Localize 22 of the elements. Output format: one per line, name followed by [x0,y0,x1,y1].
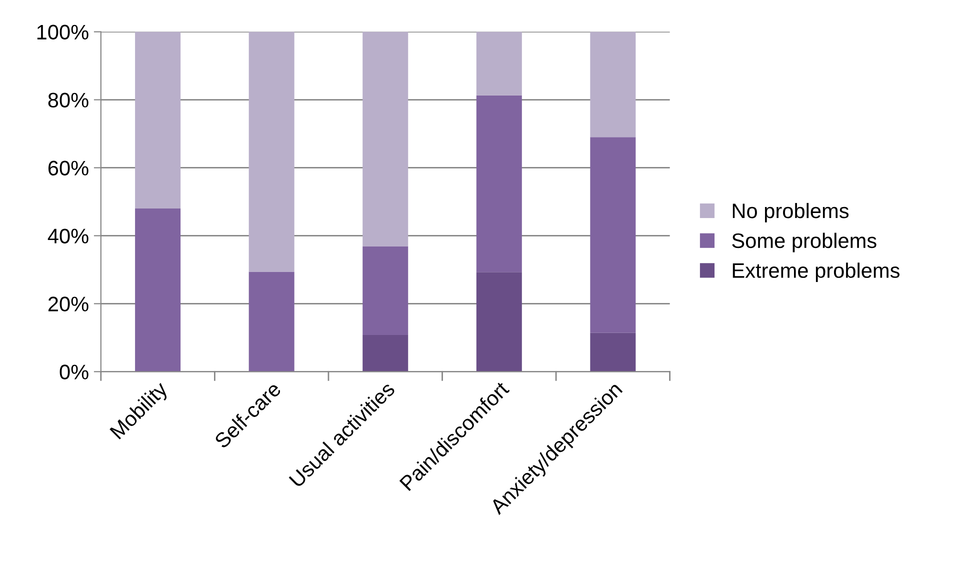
bar [590,32,636,138]
bar [476,272,522,372]
bar [135,208,181,372]
bar [476,32,522,96]
y-tick-label: 40% [48,228,88,244]
y-tick-label: 100% [37,24,88,40]
legend-label: Extreme problems [732,262,900,282]
bar [476,95,522,272]
bar [248,272,294,372]
bar [362,246,408,335]
bar [590,332,636,372]
bar [362,32,408,246]
bar [362,334,408,372]
bar [590,137,636,333]
y-tick-label: 80% [48,92,88,108]
y-tick-label: 60% [48,160,88,176]
y-tick-label: 20% [48,296,88,312]
legend-label: Some problems [732,232,876,252]
y-tick-label: 0% [60,364,88,380]
bar [135,32,181,209]
legend-label: No problems [732,202,849,222]
bar [248,32,294,272]
